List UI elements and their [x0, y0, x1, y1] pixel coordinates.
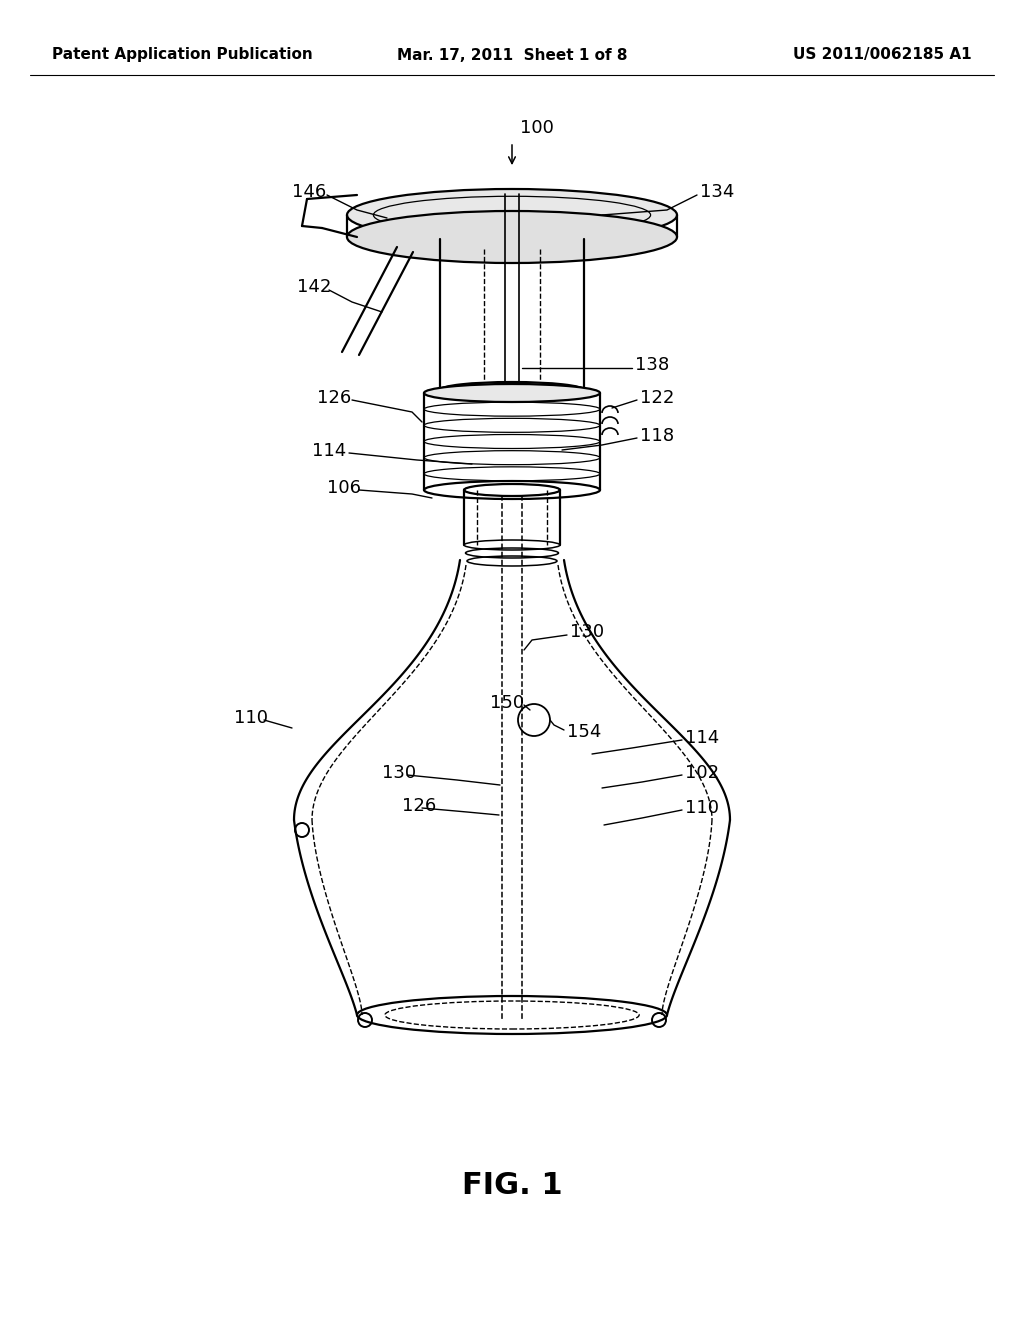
Text: 114: 114: [312, 442, 346, 459]
Text: 126: 126: [317, 389, 351, 407]
Text: 142: 142: [297, 279, 332, 296]
Text: 138: 138: [635, 356, 670, 374]
Text: 146: 146: [292, 183, 327, 201]
Ellipse shape: [347, 189, 677, 242]
Text: 100: 100: [520, 119, 554, 137]
Text: 118: 118: [640, 426, 674, 445]
Text: 154: 154: [567, 723, 601, 741]
Text: Mar. 17, 2011  Sheet 1 of 8: Mar. 17, 2011 Sheet 1 of 8: [396, 48, 628, 62]
Text: US 2011/0062185 A1: US 2011/0062185 A1: [794, 48, 972, 62]
Text: 126: 126: [402, 797, 436, 814]
Text: 134: 134: [700, 183, 734, 201]
Text: 110: 110: [234, 709, 268, 727]
Text: FIG. 1: FIG. 1: [462, 1171, 562, 1200]
Text: 150: 150: [490, 694, 524, 711]
Ellipse shape: [424, 384, 600, 403]
Text: 110: 110: [685, 799, 719, 817]
Text: 130: 130: [570, 623, 604, 642]
Text: 106: 106: [327, 479, 361, 498]
Ellipse shape: [440, 381, 584, 399]
Text: Patent Application Publication: Patent Application Publication: [52, 48, 312, 62]
Ellipse shape: [347, 211, 677, 263]
Text: 114: 114: [685, 729, 719, 747]
Text: 130: 130: [382, 764, 416, 781]
Text: 102: 102: [685, 764, 719, 781]
Text: 122: 122: [640, 389, 675, 407]
